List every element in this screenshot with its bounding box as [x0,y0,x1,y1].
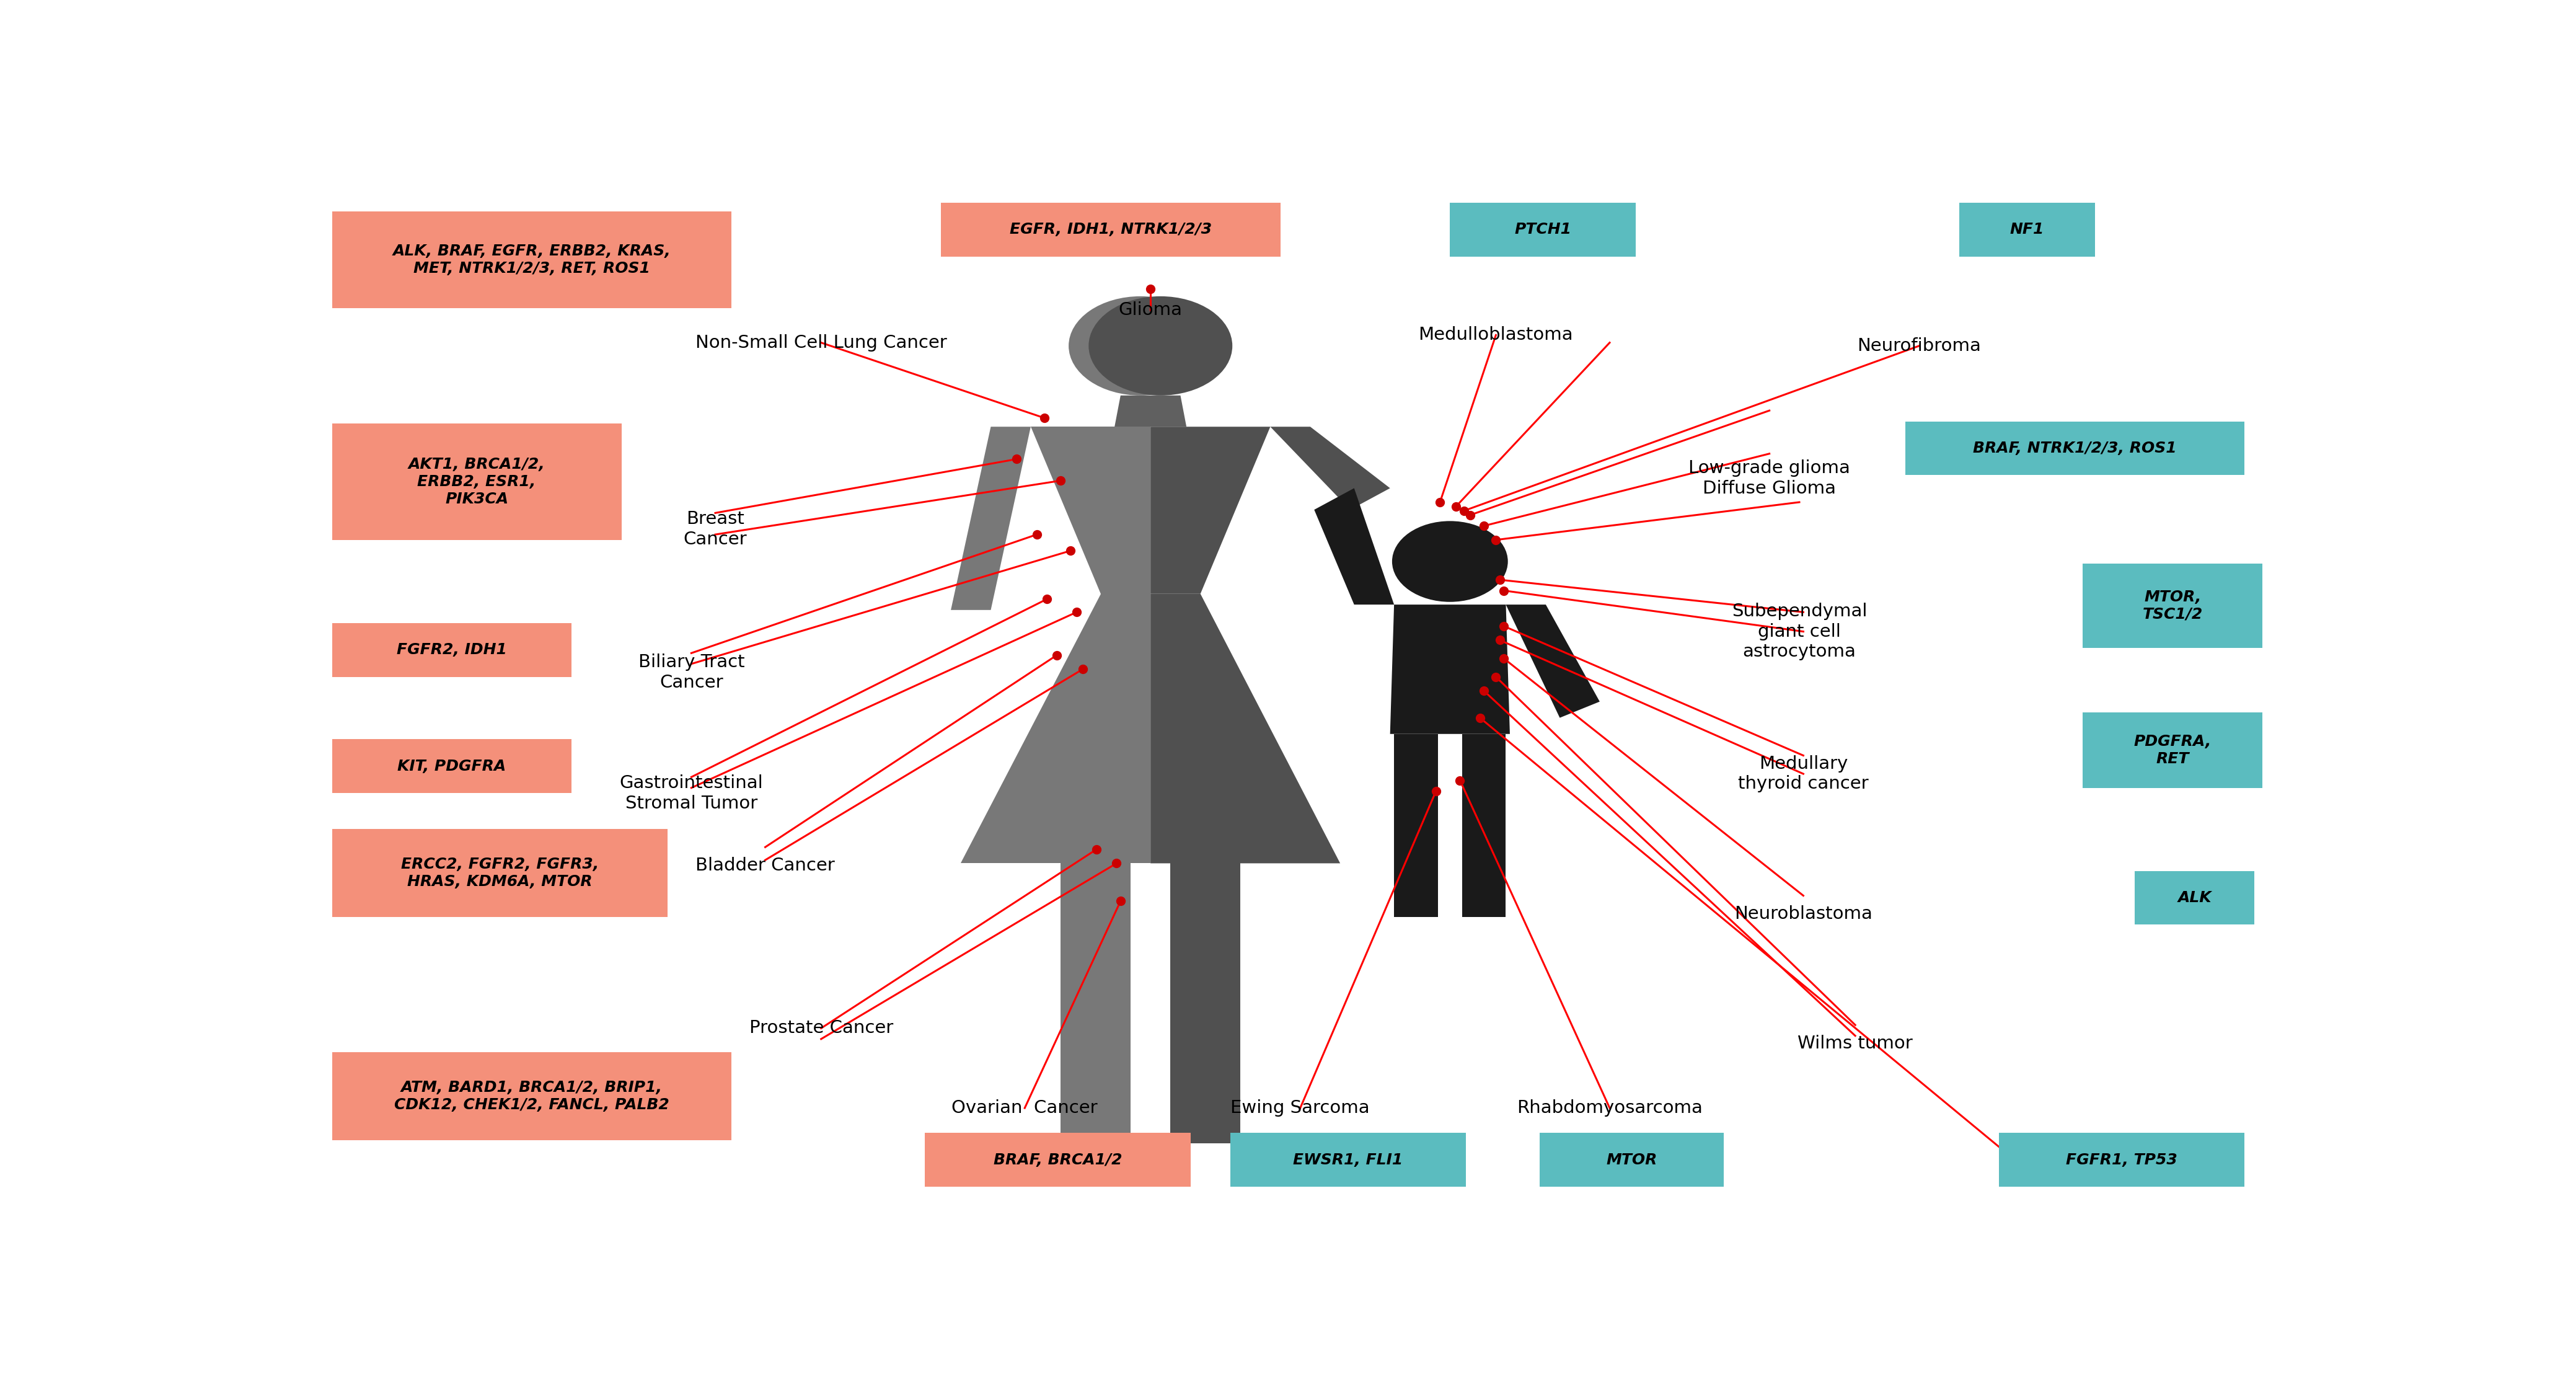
Text: BRAF, NTRK1/2/3, ROS1: BRAF, NTRK1/2/3, ROS1 [1973,441,2177,456]
Polygon shape [961,594,1151,864]
FancyBboxPatch shape [940,203,1280,256]
Text: Gastrointestinal
Stromal Tumor: Gastrointestinal Stromal Tumor [618,774,762,812]
Text: Neurofibroma: Neurofibroma [1857,337,1981,354]
Text: ATM, BARD1, BRCA1/2, BRIP1,
CDK12, CHEK1/2, FANCL, PALB2: ATM, BARD1, BRCA1/2, BRIP1, CDK12, CHEK1… [394,1079,670,1112]
Text: Glioma: Glioma [1118,301,1182,319]
FancyBboxPatch shape [332,423,621,540]
Text: Medulloblastoma: Medulloblastoma [1419,326,1574,344]
Text: Neuroblastoma: Neuroblastoma [1734,906,1873,923]
Text: Rhabdomyosarcoma: Rhabdomyosarcoma [1517,1099,1703,1117]
FancyBboxPatch shape [1906,421,2244,475]
FancyBboxPatch shape [1999,1133,2244,1187]
Text: ALK: ALK [2177,890,2213,906]
Polygon shape [1314,489,1394,605]
Polygon shape [1151,594,1340,864]
Text: PDGFRA,
RET: PDGFRA, RET [2133,734,2213,766]
FancyBboxPatch shape [332,829,667,917]
Text: FGFR1, TP53: FGFR1, TP53 [2066,1152,2177,1168]
FancyBboxPatch shape [1960,203,2094,256]
Polygon shape [1115,395,1188,427]
Ellipse shape [1391,521,1507,602]
Polygon shape [1391,605,1510,734]
Text: Medullary
thyroid cancer: Medullary thyroid cancer [1739,755,1868,792]
Text: ERCC2, FGFR2, FGFR3,
HRAS, KDM6A, MTOR: ERCC2, FGFR2, FGFR3, HRAS, KDM6A, MTOR [402,857,598,889]
Text: Prostate Cancer: Prostate Cancer [750,1019,894,1037]
Text: PTCH1: PTCH1 [1515,223,1571,237]
Polygon shape [1270,427,1391,510]
Text: EWSR1, FLI1: EWSR1, FLI1 [1293,1152,1404,1168]
Ellipse shape [1090,297,1231,395]
Polygon shape [1151,427,1270,594]
FancyBboxPatch shape [925,1133,1190,1187]
Polygon shape [1030,427,1151,594]
FancyBboxPatch shape [2136,871,2254,925]
Text: NF1: NF1 [2009,223,2045,237]
Text: KIT, PDGFRA: KIT, PDGFRA [397,759,505,774]
Text: BRAF, BRCA1/2: BRAF, BRCA1/2 [994,1152,1123,1168]
Polygon shape [1394,734,1437,917]
Text: MTOR: MTOR [1605,1152,1656,1168]
FancyBboxPatch shape [2084,713,2262,788]
Text: Subependymal
giant cell
astrocytoma: Subependymal giant cell astrocytoma [1731,603,1868,661]
Text: Wilms tumor: Wilms tumor [1798,1035,1914,1051]
FancyBboxPatch shape [1540,1133,1723,1187]
Text: Low-grade glioma
Diffuse Glioma: Low-grade glioma Diffuse Glioma [1687,459,1850,497]
Text: EGFR, IDH1, NTRK1/2/3: EGFR, IDH1, NTRK1/2/3 [1010,223,1211,237]
FancyBboxPatch shape [1450,203,1636,256]
Text: Biliary Tract
Cancer: Biliary Tract Cancer [639,654,744,692]
Text: ALK, BRAF, EGFR, ERBB2, KRAS,
MET, NTRK1/2/3, RET, ROS1: ALK, BRAF, EGFR, ERBB2, KRAS, MET, NTRK1… [392,244,670,276]
Text: Non-Small Cell Lung Cancer: Non-Small Cell Lung Cancer [696,335,948,351]
Text: Ovarian  Cancer: Ovarian Cancer [951,1099,1097,1117]
FancyBboxPatch shape [332,211,732,308]
Ellipse shape [1069,297,1213,395]
Text: Breast
Cancer: Breast Cancer [683,511,747,547]
FancyBboxPatch shape [1231,1133,1466,1187]
Text: FGFR2, IDH1: FGFR2, IDH1 [397,643,507,658]
Text: AKT1, BRCA1/2,
ERBB2, ESR1,
PIK3CA: AKT1, BRCA1/2, ERBB2, ESR1, PIK3CA [410,456,546,507]
FancyBboxPatch shape [332,739,572,794]
Polygon shape [1463,734,1507,917]
Text: Bladder Cancer: Bladder Cancer [696,857,835,874]
Polygon shape [1061,864,1131,1144]
Text: MTOR,
TSC1/2: MTOR, TSC1/2 [2143,589,2202,622]
Text: Ewing Sarcoma: Ewing Sarcoma [1231,1099,1370,1117]
FancyBboxPatch shape [332,1051,732,1141]
FancyBboxPatch shape [332,623,572,676]
Polygon shape [1170,864,1242,1144]
FancyBboxPatch shape [2084,564,2262,648]
Polygon shape [1507,605,1600,718]
Polygon shape [951,427,1030,610]
